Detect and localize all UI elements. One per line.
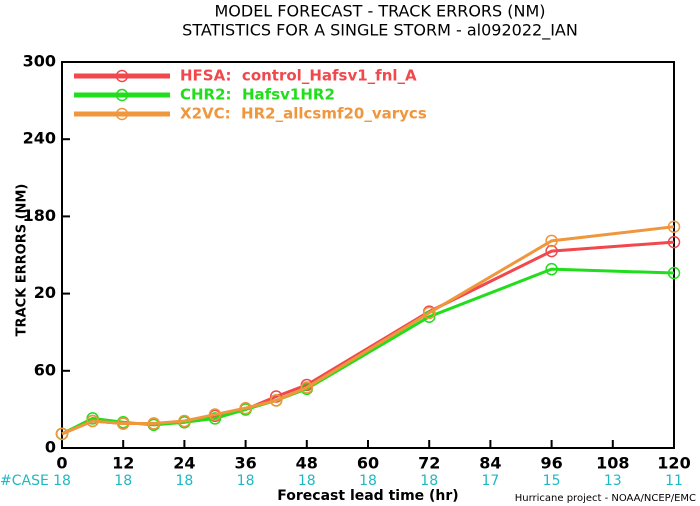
x-tick-label: 48 bbox=[296, 454, 318, 473]
case-count: 11 bbox=[665, 473, 683, 489]
chart-subtitle: STATISTICS FOR A SINGLE STORM - al092022… bbox=[182, 21, 578, 41]
case-count: 18 bbox=[114, 473, 132, 489]
y-axis-label: TRACK ERRORS (NM) bbox=[15, 184, 30, 337]
point-marker bbox=[300, 381, 314, 394]
plot-frame bbox=[61, 61, 675, 449]
point-marker bbox=[208, 412, 222, 425]
legend-label: HFSA: control_Hafsv1_fnl_A bbox=[180, 67, 417, 85]
point-marker bbox=[208, 408, 222, 421]
point-marker bbox=[667, 266, 681, 280]
point-marker bbox=[545, 262, 558, 276]
case-count: 18 bbox=[53, 473, 71, 489]
x-tick-label: 84 bbox=[479, 454, 501, 473]
series-line bbox=[61, 225, 675, 436]
y-tick-label: 300 bbox=[23, 52, 56, 71]
point-marker bbox=[239, 401, 252, 415]
case-count: 18 bbox=[175, 473, 193, 489]
point-marker bbox=[667, 235, 681, 249]
legend-marker bbox=[115, 88, 129, 102]
point-marker bbox=[269, 394, 283, 407]
case-count: 17 bbox=[481, 473, 499, 489]
point-marker bbox=[667, 220, 681, 233]
point-marker bbox=[86, 414, 99, 428]
case-count: 18 bbox=[420, 473, 438, 489]
x-tick-label: 60 bbox=[357, 454, 379, 473]
x-tick-label: 72 bbox=[418, 454, 440, 473]
y-tick-label: 240 bbox=[23, 129, 56, 148]
case-count: 18 bbox=[237, 473, 255, 489]
x-tick-label: 36 bbox=[234, 454, 256, 473]
case-count: 18 bbox=[359, 473, 377, 489]
point-marker bbox=[178, 414, 191, 428]
case-label: #CASE bbox=[0, 473, 49, 489]
x-tick-label: 96 bbox=[540, 454, 562, 473]
point-marker bbox=[55, 427, 69, 441]
case-count: 15 bbox=[543, 473, 561, 489]
legend-marker bbox=[115, 107, 129, 121]
x-axis-label: Forecast lead time (hr) bbox=[277, 488, 458, 504]
x-tick-label: 12 bbox=[112, 454, 134, 473]
legend-marker bbox=[115, 69, 129, 83]
x-tick-label: 108 bbox=[596, 454, 629, 473]
legend-label: CHR2: Hafsv1HR2 bbox=[180, 86, 335, 104]
case-count: 18 bbox=[298, 473, 316, 489]
point-marker bbox=[545, 234, 558, 248]
legend-label: X2VC: HR2_allcsmf20_varycs bbox=[180, 105, 427, 123]
y-tick-label: 0 bbox=[45, 438, 56, 457]
chart-title: MODEL FORECAST - TRACK ERRORS (NM) bbox=[214, 2, 545, 21]
case-count: 13 bbox=[604, 473, 622, 489]
y-tick-label: 180 bbox=[23, 206, 56, 225]
y-tick-label: 20 bbox=[34, 283, 56, 302]
x-tick-label: 0 bbox=[56, 454, 67, 473]
point-marker bbox=[422, 306, 436, 320]
x-tick-label: 120 bbox=[657, 454, 690, 473]
y-tick-label: 60 bbox=[34, 360, 56, 379]
footer: Hurricane project - NOAA/NCEP/EMC bbox=[515, 493, 696, 504]
x-tick-label: 24 bbox=[173, 454, 195, 473]
point-marker bbox=[116, 417, 130, 430]
point-marker bbox=[147, 417, 161, 430]
